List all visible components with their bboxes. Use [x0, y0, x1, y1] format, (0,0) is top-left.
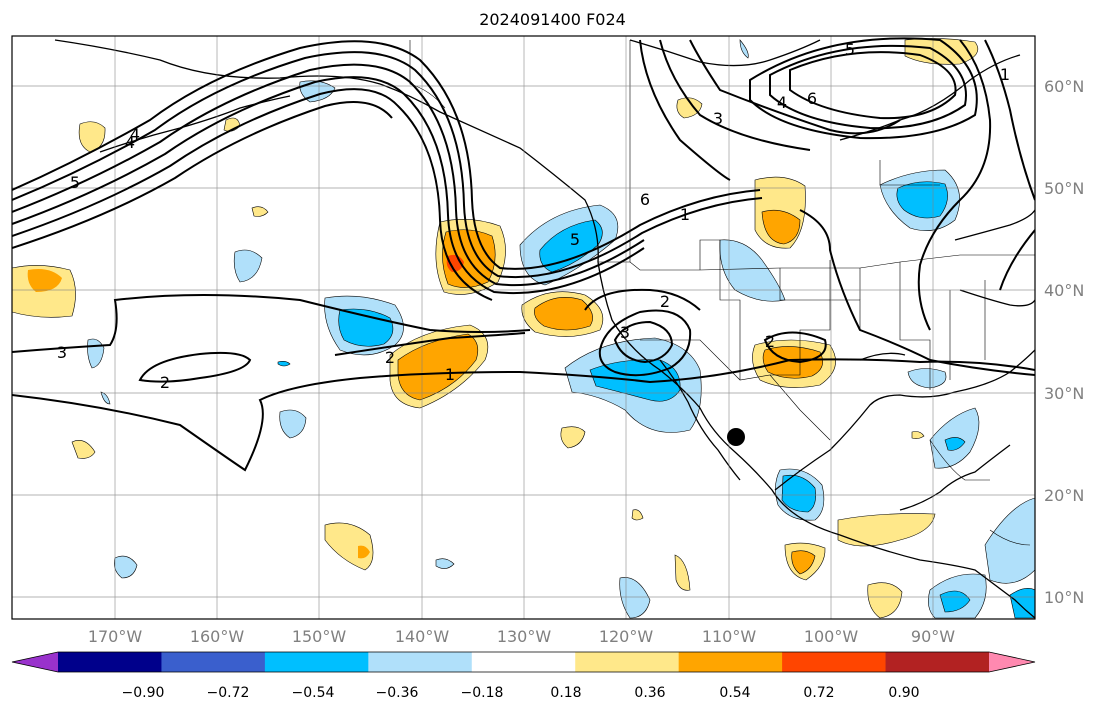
lat-label: 20°N — [1044, 486, 1084, 505]
lat-label: 30°N — [1044, 384, 1084, 403]
colorbar-segment — [161, 652, 266, 672]
colorbar-segment — [885, 652, 990, 672]
lat-label: 60°N — [1044, 77, 1084, 96]
colorbar-segment — [471, 652, 576, 672]
colorbar-tick-label: 0.54 — [719, 685, 750, 701]
latitude-labels: 60°N 50°N 40°N 30°N 20°N 10°N — [1044, 77, 1084, 607]
colorbar-tick-label: −0.54 — [292, 685, 335, 701]
lon-label: 160°W — [190, 627, 245, 646]
colorbar-segment — [678, 652, 783, 672]
lon-label: 140°W — [395, 627, 450, 646]
lon-label: 120°W — [599, 627, 654, 646]
contour-labels: 5 4 3 2 1 2 2 1 6 5 4 3 6 5 4 3 2 1 — [57, 40, 1010, 392]
contour-label: 2 — [160, 373, 170, 392]
contour-label: 2 — [765, 332, 775, 351]
contour-label: 5 — [570, 230, 580, 249]
colorbar-segment — [782, 652, 887, 672]
contour-label: 4 — [125, 133, 135, 152]
colorbar-outline — [11, 651, 1036, 673]
contour-label: 4 — [777, 93, 787, 112]
colorbar-labels: −0.90 −0.72 −0.54 −0.36 −0.18 0.18 0.36 … — [122, 685, 920, 701]
political-borders — [409, 40, 1035, 546]
colorbar-tick-label: −0.36 — [376, 685, 419, 701]
lon-label: 130°W — [497, 627, 552, 646]
colorbar — [11, 651, 1036, 673]
colorbar-tick-label: 0.18 — [550, 685, 581, 701]
colorbar-tick-label: −0.72 — [207, 685, 250, 701]
lon-label: 100°W — [804, 627, 859, 646]
lon-label: 170°W — [88, 627, 143, 646]
map-frame — [11, 35, 1036, 620]
contour-label: 1 — [1000, 65, 1010, 84]
lon-label: 150°W — [292, 627, 347, 646]
colorbar-segment — [575, 652, 680, 672]
contour-label: 6 — [807, 89, 817, 108]
lat-label: 40°N — [1044, 281, 1084, 300]
contour-lines — [12, 37, 1035, 472]
colorbar-tick-label: −0.18 — [461, 685, 504, 701]
contour-label: 5 — [845, 40, 855, 59]
contour-label: 4 — [130, 125, 140, 144]
contour-label: 2 — [660, 292, 670, 311]
contour-label: 5 — [70, 173, 80, 192]
lon-label: 90°W — [911, 627, 955, 646]
lat-label: 50°N — [1044, 179, 1084, 198]
contour-label: 6 — [640, 190, 650, 209]
colorbar-segment — [368, 652, 473, 672]
map-title: 2024091400 F024 — [479, 10, 626, 29]
contour-label: 1 — [445, 365, 455, 384]
colorbar-segment — [264, 652, 369, 672]
contour-label: 3 — [713, 109, 723, 128]
colorbar-tick-label: 0.36 — [634, 685, 665, 701]
longitude-labels: 170°W 160°W 150°W 140°W 130°W 120°W 110°… — [88, 627, 955, 646]
colorbar-tick-label: 0.72 — [803, 685, 834, 701]
contour-label: 1 — [680, 205, 690, 224]
contour-label: 3 — [620, 323, 630, 342]
lon-label: 110°W — [702, 627, 757, 646]
colorbar-tick-label: 0.90 — [888, 685, 919, 701]
colorbar-segment — [58, 652, 162, 672]
lat-label: 10°N — [1044, 588, 1084, 607]
colorbar-tick-label: −0.90 — [122, 685, 165, 701]
contour-label: 3 — [57, 343, 67, 362]
colorbar-extend-low — [12, 652, 58, 672]
colorbar-extend-high — [989, 652, 1035, 672]
contour-label: 2 — [385, 348, 395, 367]
graticule — [12, 36, 1035, 619]
anomaly-shading — [12, 38, 1035, 619]
storm-center-marker — [727, 428, 745, 446]
